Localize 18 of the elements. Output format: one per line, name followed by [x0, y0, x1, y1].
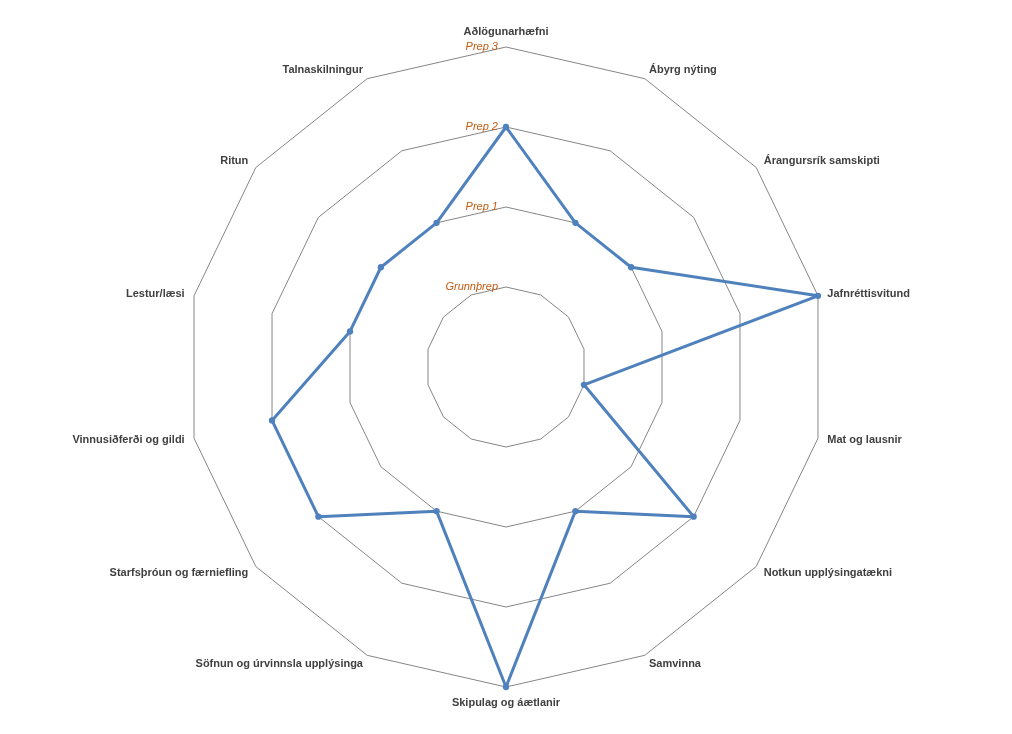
- spoke-label: Söfnun og úrvinnsla upplýsinga: [195, 656, 364, 669]
- y-tick-label: Prep 1: [465, 200, 498, 212]
- spoke-label: Starfsþróun og færniefling: [109, 565, 249, 578]
- spoke-label: Ábyrg nýting: [649, 63, 717, 76]
- spoke-label: Samvinna: [649, 656, 702, 669]
- y-tick-label: Prep 2: [465, 120, 498, 132]
- spoke-label: Skipulag og áætlanir: [451, 695, 561, 708]
- spoke-label: Lestur/læsi: [125, 286, 185, 299]
- spoke-label: Jafnréttisvitund: [827, 286, 910, 299]
- spoke-label: Talnaskilningur: [282, 63, 364, 76]
- spoke-label: Árangursrík samskipti: [763, 154, 880, 167]
- spoke-label: Aðlögunarhæfni: [463, 25, 549, 38]
- spoke-label: Ritun: [220, 154, 249, 167]
- spoke-label: Mat og lausnir: [827, 433, 903, 446]
- y-tick-label: Prep 3: [465, 40, 499, 52]
- spoke-label: Vinnusiðferði og gildi: [72, 433, 185, 446]
- spoke-label: Notkun upplýsingatækni: [763, 565, 893, 578]
- y-tick-label: Grunnþrep: [445, 280, 498, 292]
